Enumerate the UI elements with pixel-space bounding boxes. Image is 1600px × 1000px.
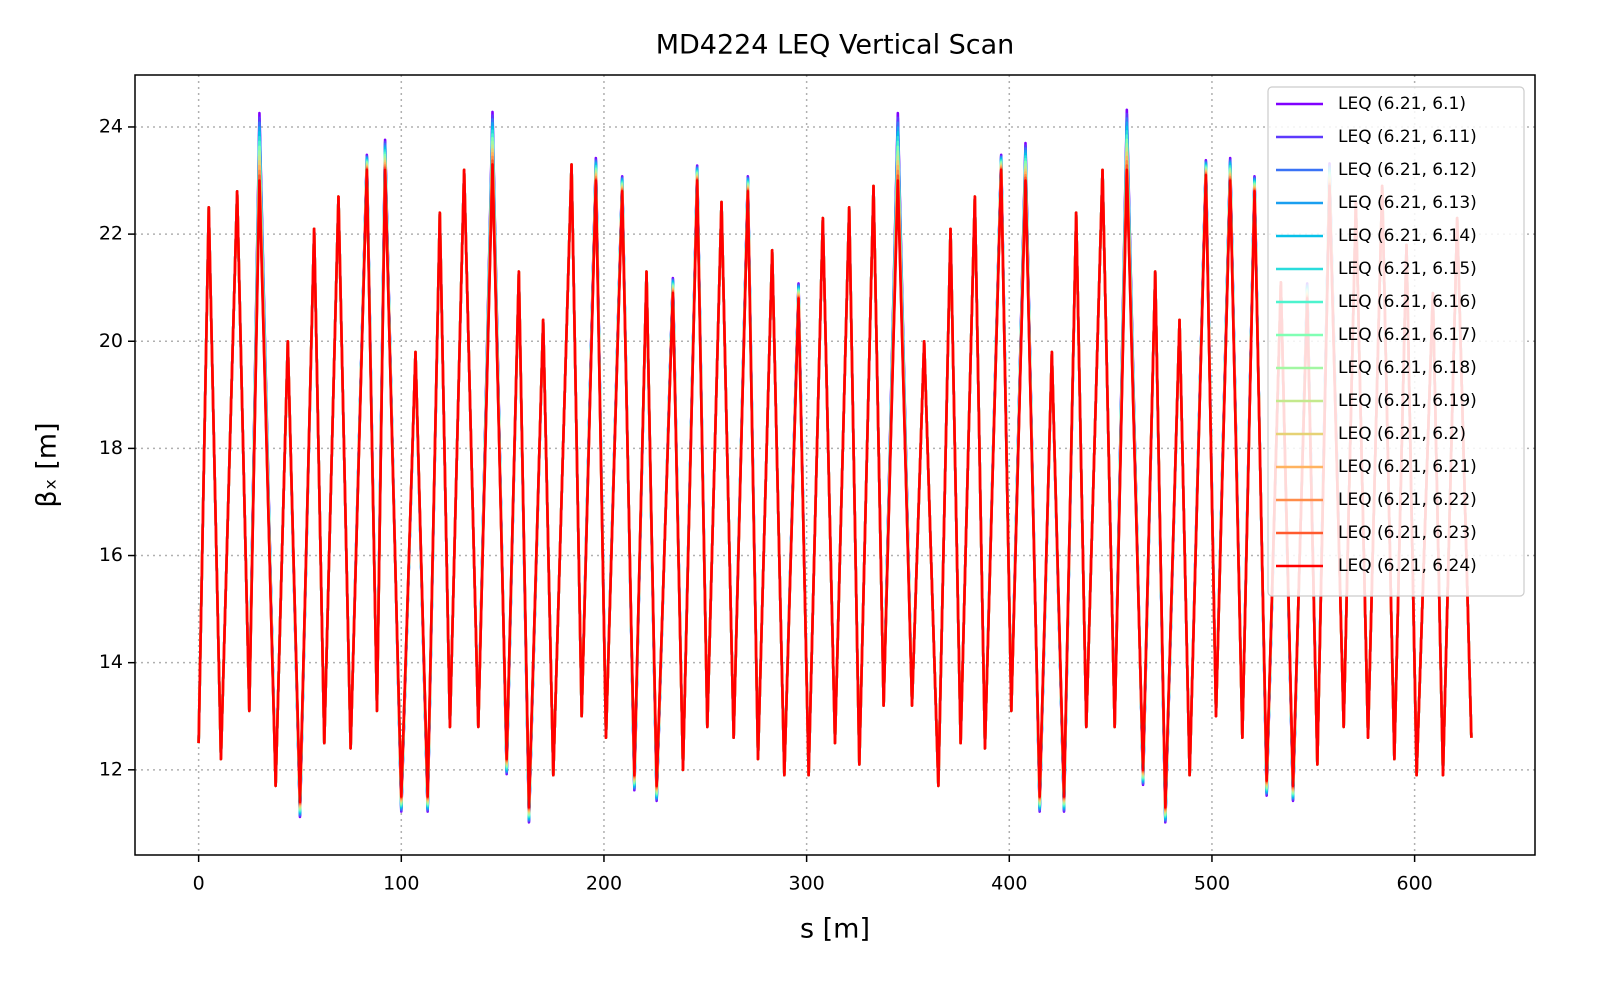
y-tick-label: 14	[99, 651, 123, 673]
y-tick-label: 22	[99, 223, 123, 245]
legend-label: LEQ (6.21, 6.16)	[1338, 292, 1477, 312]
legend-label: LEQ (6.21, 6.22)	[1338, 490, 1477, 510]
x-tick-label: 600	[1396, 873, 1432, 895]
y-tick-label: 18	[99, 437, 123, 459]
x-axis-label: s [m]	[800, 914, 870, 945]
legend-label: LEQ (6.21, 6.19)	[1338, 391, 1477, 411]
legend-label: LEQ (6.21, 6.13)	[1338, 193, 1477, 213]
legend-label: LEQ (6.21, 6.2)	[1338, 424, 1466, 444]
legend-label: LEQ (6.21, 6.15)	[1338, 259, 1477, 279]
legend-label: LEQ (6.21, 6.14)	[1338, 226, 1477, 246]
x-tick-label: 200	[586, 873, 622, 895]
y-axis-label: βₓ [m]	[32, 422, 63, 507]
x-tick-label: 400	[991, 873, 1027, 895]
legend-label: LEQ (6.21, 6.18)	[1338, 358, 1477, 378]
chart-title: MD4224 LEQ Vertical Scan	[656, 30, 1015, 61]
legend: LEQ (6.21, 6.1) LEQ (6.21, 6.11) LEQ (6.21…	[1267, 86, 1525, 597]
y-tick-label: 12	[99, 758, 123, 780]
y-tick-label: 16	[99, 544, 123, 566]
x-tick-label: 100	[383, 873, 419, 895]
x-tick-label: 0	[193, 873, 205, 895]
legend-label: LEQ (6.21, 6.23)	[1338, 523, 1477, 543]
legend-label: LEQ (6.21, 6.21)	[1338, 457, 1477, 477]
legend-label: LEQ (6.21, 6.11)	[1338, 127, 1477, 147]
x-tick-label: 500	[1194, 873, 1230, 895]
plot-frame	[134, 74, 1536, 856]
legend-label: LEQ (6.21, 6.24)	[1338, 556, 1477, 576]
y-tick-label: 20	[99, 330, 123, 352]
legend-box	[1267, 86, 1525, 597]
legend-label: LEQ (6.21, 6.17)	[1338, 325, 1477, 345]
legend-label: LEQ (6.21, 6.1)	[1338, 94, 1466, 114]
x-tick-label: 300	[788, 873, 824, 895]
series-line	[197, 163, 1473, 809]
legend-label: LEQ (6.21, 6.12)	[1338, 160, 1477, 180]
y-tick-label: 24	[99, 115, 123, 137]
